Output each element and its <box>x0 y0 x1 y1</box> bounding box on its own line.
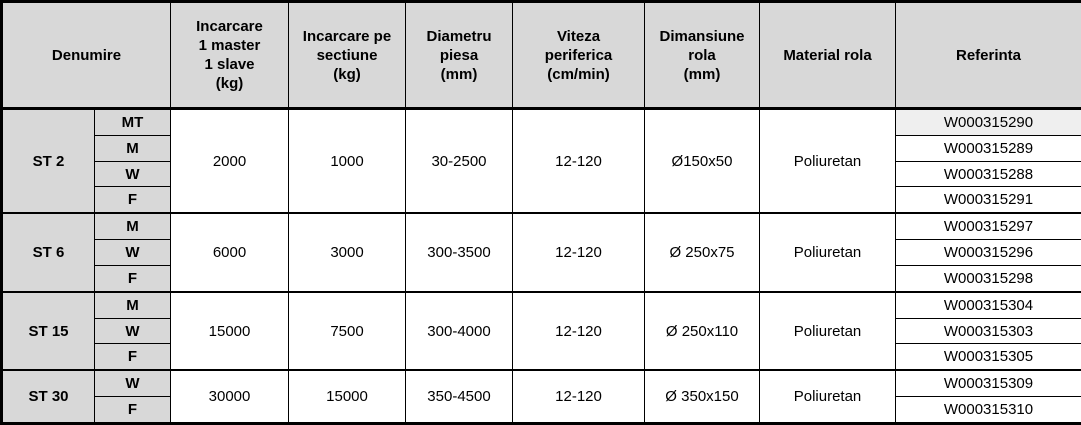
reference-cell: W000315291 <box>895 186 1081 214</box>
product-name-st2: ST 2 <box>1 107 95 214</box>
variant-cell: M <box>94 290 171 319</box>
reference-cell: W000315305 <box>895 343 1081 371</box>
load-section-value: 1000 <box>288 107 406 214</box>
table-row: W W000315303 <box>2 317 1081 345</box>
reference-cell: W000315296 <box>895 239 1081 266</box>
load-section-value: 3000 <box>288 212 406 293</box>
table-row: ST 6 M 6000 3000 300-3500 12-120 Ø 250x7… <box>1 212 1081 293</box>
reference-cell: W000315290 <box>895 107 1081 136</box>
roller-material-value: Poliuretan <box>759 212 896 293</box>
reference-cell: W000315297 <box>895 212 1081 241</box>
piece-diameter-value: 350-4500 <box>405 369 513 425</box>
variant-cell: W <box>94 160 171 188</box>
roller-material-value: Poliuretan <box>759 290 896 371</box>
header-dimensiune-rola: Dimansiune rola (mm) <box>644 1 760 110</box>
variant-cell: W <box>94 317 171 345</box>
reference-cell: W000315304 <box>895 290 1081 319</box>
piece-diameter-value: 300-4000 <box>405 290 513 371</box>
piece-diameter-value: 30-2500 <box>405 107 513 214</box>
product-name-st30: ST 30 <box>1 369 95 425</box>
peripheral-speed-value: 12-120 <box>512 107 645 214</box>
product-name-st15: ST 15 <box>1 290 95 371</box>
variant-cell: F <box>94 264 171 293</box>
variant-cell: W <box>94 239 171 266</box>
table-row: F W000315305 <box>2 343 1081 371</box>
header-denumire: Denumire <box>1 1 171 110</box>
roller-material-value: Poliuretan <box>759 107 896 214</box>
table-row: F W000315298 <box>2 264 1081 293</box>
header-incarcare-master: Incarcare 1 master 1 slave (kg) <box>170 1 289 110</box>
load-master-value: 2000 <box>170 107 289 214</box>
load-section-value: 7500 <box>288 290 406 371</box>
header-incarcare-sectiune: Incarcare pe sectiune (kg) <box>288 1 406 110</box>
table-row: F W000315310 <box>2 396 1081 424</box>
reference-cell: W000315298 <box>895 264 1081 293</box>
variant-cell: MT <box>94 107 171 136</box>
peripheral-speed-value: 12-120 <box>512 212 645 293</box>
reference-cell: W000315309 <box>895 369 1081 398</box>
roller-dimension-value: Ø150x50 <box>644 107 760 214</box>
roller-dimension-value: Ø 350x150 <box>644 369 760 425</box>
header-viteza-periferica: Viteza periferica (cm/min) <box>512 1 645 110</box>
header-diametru-piesa: Diametru piesa (mm) <box>405 1 513 110</box>
load-master-value: 6000 <box>170 212 289 293</box>
reference-cell: W000315303 <box>895 317 1081 345</box>
header-referinta: Referinta <box>895 1 1081 110</box>
table-header-row: Denumire Incarcare 1 master 1 slave (kg)… <box>1 1 1081 110</box>
peripheral-speed-value: 12-120 <box>512 369 645 425</box>
header-material-rola: Material rola <box>759 1 896 110</box>
roller-material-value: Poliuretan <box>759 369 896 425</box>
load-section-value: 15000 <box>288 369 406 425</box>
table-row: F W000315291 <box>2 186 1081 214</box>
roller-dimension-value: Ø 250x110 <box>644 290 760 371</box>
roller-dimension-value: Ø 250x75 <box>644 212 760 293</box>
table-row: ST 30 W 30000 15000 350-4500 12-120 Ø 35… <box>1 369 1081 425</box>
piece-diameter-value: 300-3500 <box>405 212 513 293</box>
reference-cell: W000315310 <box>895 396 1081 424</box>
table-row: ST 2 MT 2000 1000 30-2500 12-120 Ø150x50… <box>1 107 1081 214</box>
variant-cell: M <box>94 212 171 241</box>
variant-cell: F <box>94 186 171 214</box>
reference-cell: W000315289 <box>895 134 1081 162</box>
reference-cell: W000315288 <box>895 160 1081 188</box>
load-master-value: 15000 <box>170 290 289 371</box>
table-row: ST 15 M 15000 7500 300-4000 12-120 Ø 250… <box>1 290 1081 371</box>
load-master-value: 30000 <box>170 369 289 425</box>
peripheral-speed-value: 12-120 <box>512 290 645 371</box>
variant-cell: W <box>94 369 171 398</box>
variant-cell: F <box>94 343 171 371</box>
product-name-st6: ST 6 <box>1 212 95 293</box>
variant-cell: M <box>94 134 171 162</box>
variant-cell: F <box>94 396 171 424</box>
